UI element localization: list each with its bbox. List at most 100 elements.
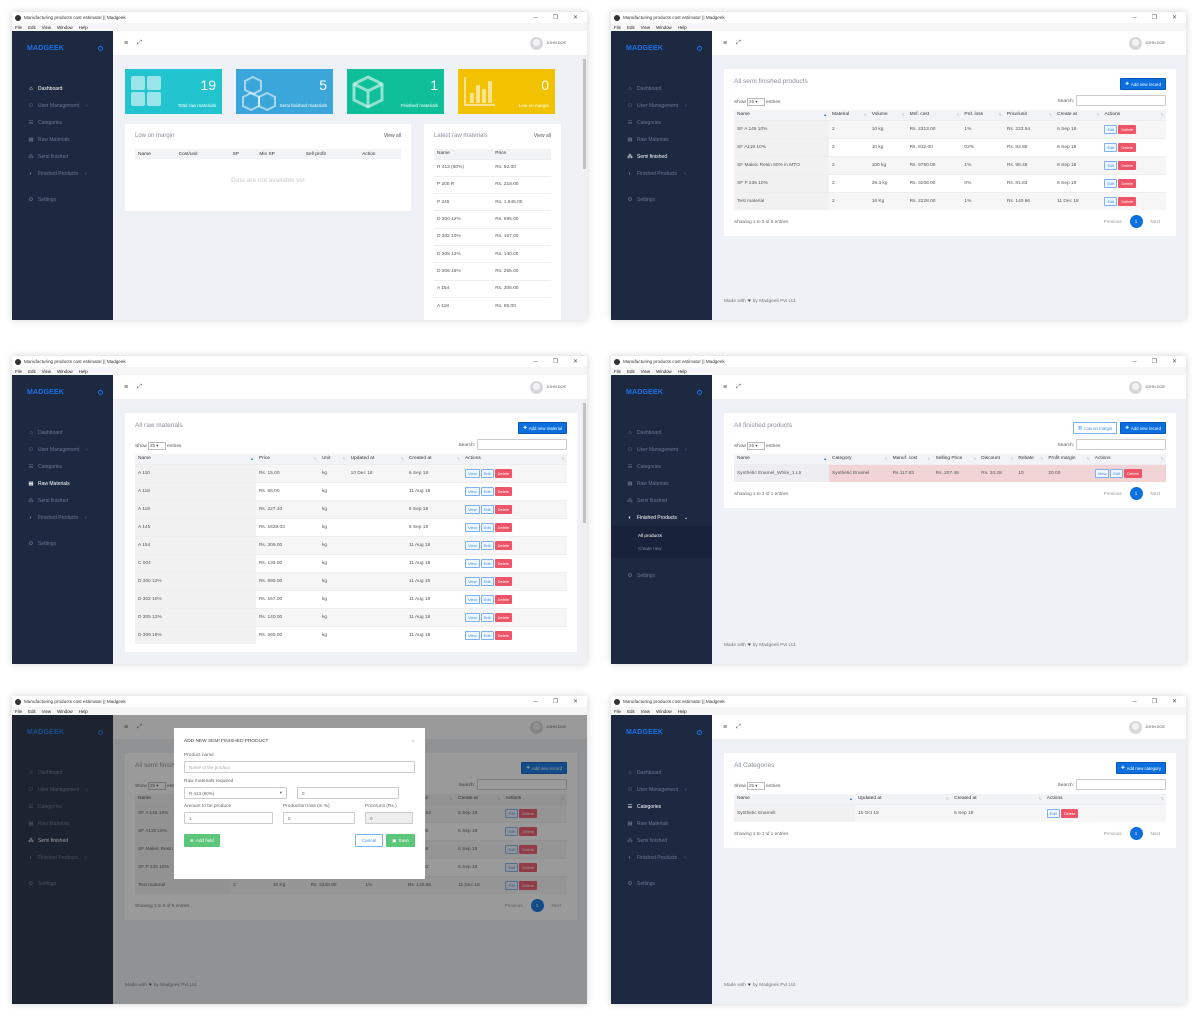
- previous-button[interactable]: Previous: [504, 903, 523, 908]
- close-icon[interactable]: ✕: [572, 15, 579, 21]
- vertical-scrollbar[interactable]: [582, 399, 587, 664]
- column-header[interactable]: Name ▲: [734, 454, 830, 464]
- save-button[interactable]: ▣ Save: [386, 834, 415, 847]
- delete-button[interactable]: Delete: [519, 826, 537, 836]
- column-header[interactable]: Name ▲: [734, 110, 830, 120]
- minimize-icon[interactable]: ─: [1132, 698, 1137, 705]
- sidebar-item-semi-finished[interactable]: ⁂ Semi finished: [611, 492, 712, 509]
- user-avatar[interactable]: [530, 720, 544, 734]
- menu-help[interactable]: Help: [677, 24, 687, 30]
- minimize-icon[interactable]: ─: [533, 14, 538, 21]
- minimize-icon[interactable]: ─: [533, 358, 538, 365]
- column-header[interactable]: Create at ⇅: [1054, 110, 1102, 120]
- view-button[interactable]: View: [465, 594, 480, 604]
- menu-help[interactable]: Help: [677, 708, 687, 714]
- scrollbar-thumb[interactable]: [583, 403, 586, 523]
- menu-edit[interactable]: Edit: [28, 708, 36, 714]
- maximize-icon[interactable]: ❐: [1151, 359, 1158, 365]
- column-header[interactable]: Create at ⇅: [455, 794, 503, 804]
- close-icon[interactable]: ✕: [1171, 699, 1178, 705]
- page-length-select[interactable]: 25 ▾: [148, 442, 166, 450]
- sidebar-item-raw-materials[interactable]: ▦ Raw Materials: [12, 815, 113, 832]
- minimize-icon[interactable]: ─: [1132, 358, 1137, 365]
- sidebar-item-dashboard[interactable]: ⌂ Dashboard: [12, 424, 113, 441]
- view-button[interactable]: View: [465, 468, 480, 478]
- column-header[interactable]: Prd. loss ⇅: [961, 110, 1004, 120]
- delete-button[interactable]: Delete: [494, 594, 513, 604]
- sidebar-item-settings[interactable]: ⚙ Settings: [12, 875, 113, 892]
- user-name[interactable]: JOHN DOE: [546, 385, 566, 389]
- maximize-icon[interactable]: ❐: [552, 359, 559, 365]
- search-input[interactable]: [477, 439, 567, 450]
- menu-edit[interactable]: Edit: [627, 24, 635, 30]
- sidebar-toggle-icon[interactable]: [98, 390, 103, 395]
- search-input[interactable]: [477, 779, 567, 790]
- menu-file[interactable]: File: [614, 24, 622, 30]
- edit-button[interactable]: Edit: [1104, 124, 1118, 134]
- sidebar-item-raw-materials[interactable]: ▦ Raw Materials: [12, 475, 113, 492]
- page-1-button[interactable]: 1: [1129, 487, 1143, 500]
- sidebar-toggle-icon[interactable]: [697, 390, 702, 395]
- user-avatar[interactable]: [530, 380, 544, 394]
- close-icon[interactable]: ✕: [1171, 15, 1178, 21]
- search-input[interactable]: [1076, 439, 1166, 450]
- delete-button[interactable]: Delete: [494, 612, 513, 622]
- delete-button[interactable]: Delete: [519, 880, 537, 890]
- button-add-new-record[interactable]: ✚ Add new record: [1120, 422, 1166, 434]
- view-button[interactable]: View: [465, 612, 480, 622]
- fullscreen-icon[interactable]: ⤢: [137, 723, 142, 730]
- delete-button[interactable]: Delete: [494, 468, 513, 478]
- fullscreen-icon[interactable]: ⤢: [137, 383, 142, 390]
- sidebar-item-finished-products[interactable]: ◐ Finished Products ‹: [611, 165, 712, 182]
- menu-file[interactable]: File: [15, 24, 23, 30]
- stat-card[interactable]: 19 Total raw materials: [125, 69, 222, 114]
- sidebar-item-raw-materials[interactable]: ▦ Raw Materials: [12, 131, 113, 148]
- column-header[interactable]: Actions ⇅: [502, 794, 567, 804]
- delete-button[interactable]: Delete: [1118, 160, 1136, 170]
- view-button[interactable]: View: [1094, 468, 1110, 478]
- stat-card[interactable]: 0 Low on margin: [458, 69, 555, 114]
- delete-button[interactable]: Delete: [494, 540, 513, 550]
- button-add-new-category[interactable]: ✚ Add new category: [1115, 762, 1166, 774]
- sidebar-item-semi-finished[interactable]: ⁂ Semi finished: [12, 492, 113, 509]
- page-length-select[interactable]: 25 ▾: [747, 782, 765, 790]
- menu-file[interactable]: File: [15, 708, 23, 714]
- column-header[interactable]: Created at ⇅: [951, 794, 1044, 804]
- delete-button[interactable]: Delete: [494, 576, 513, 586]
- close-icon[interactable]: ✕: [1171, 359, 1178, 365]
- delete-button[interactable]: Delete: [494, 486, 513, 496]
- search-input[interactable]: [1076, 779, 1166, 790]
- menu-window[interactable]: Window: [656, 368, 672, 374]
- column-header[interactable]: Actions ⇅: [1091, 454, 1166, 464]
- fullscreen-icon[interactable]: ⤢: [736, 383, 741, 390]
- delete-button[interactable]: Delete: [519, 808, 537, 818]
- sidebar-item-semi-finished[interactable]: ⁂ Semi finished: [611, 832, 712, 849]
- sidebar-item-settings[interactable]: ⚙ Settings: [611, 191, 712, 208]
- edit-button[interactable]: Edit: [480, 504, 494, 514]
- edit-button[interactable]: Edit: [1110, 468, 1124, 478]
- column-header[interactable]: Name ▲: [135, 454, 256, 464]
- delete-button[interactable]: Delete: [494, 522, 513, 532]
- user-name[interactable]: JOHN DOE: [546, 725, 566, 729]
- column-header[interactable]: Actions ⇅: [462, 454, 567, 464]
- user-name[interactable]: JOHN DOE: [546, 41, 566, 45]
- previous-button[interactable]: Previous: [1103, 219, 1122, 224]
- sidebar-item-user-management[interactable]: ⚇ User Management ‹: [12, 441, 113, 458]
- close-icon[interactable]: ✕: [572, 359, 579, 365]
- view-button[interactable]: View: [465, 558, 480, 568]
- sidebar-item-settings[interactable]: ⚙ Settings: [611, 567, 712, 584]
- sidebar-item-categories[interactable]: ☰ Categories: [12, 798, 113, 815]
- sidebar-toggle-icon[interactable]: [697, 730, 702, 735]
- view-button[interactable]: View: [465, 540, 480, 550]
- scrollbar-thumb[interactable]: [583, 59, 586, 169]
- user-name[interactable]: JOHN DOE: [1145, 725, 1165, 729]
- edit-button[interactable]: Edit: [480, 630, 494, 640]
- fullscreen-icon[interactable]: ⤢: [137, 39, 142, 46]
- column-header[interactable]: Profit margin ⇅: [1045, 454, 1092, 464]
- edit-button[interactable]: Edit: [480, 558, 494, 568]
- edit-button[interactable]: Edit: [480, 612, 494, 622]
- add-field-button[interactable]: ⊕ Add field: [184, 834, 220, 847]
- column-header[interactable]: Price/unit ⇅: [1003, 110, 1055, 120]
- button-low-on-margin[interactable]: ▥ Low on margin: [1073, 422, 1118, 434]
- view-button[interactable]: View: [465, 522, 480, 532]
